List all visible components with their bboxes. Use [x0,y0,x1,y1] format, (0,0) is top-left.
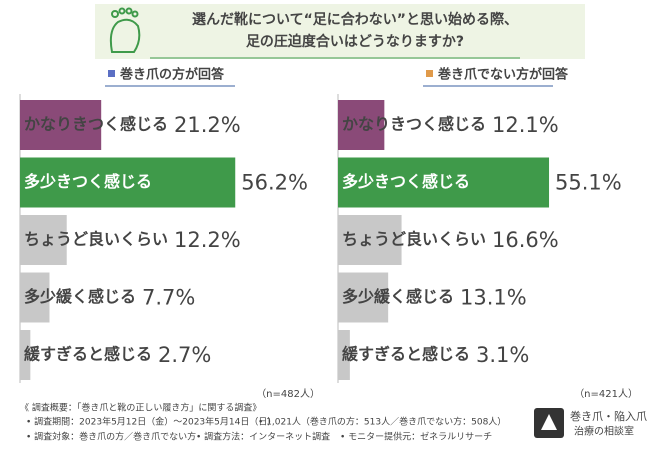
footer-item: • 調査方法：インターネット調査 [196,431,330,443]
category-label: かなりきつく感じる [24,115,168,134]
value-label: 13.1% [460,286,527,310]
logo-text: 治療の相談室 [574,425,634,438]
title-box [95,4,585,59]
bar [338,330,350,380]
sample-note: （n=482人） [256,388,320,400]
bar [20,157,236,208]
category-label: 緩すぎると感じる [24,345,152,364]
legend-marker [108,70,115,77]
value-label: 12.2% [174,228,241,252]
category-label: 多少きつく感じる [342,172,470,191]
value-label: 16.6% [492,228,559,252]
footer-item: • 調査期間：2023年5月12日（金）～2023年5月14日（日） [26,416,276,428]
value-label: 55.1% [555,171,622,195]
value-label: 12.1% [492,113,559,137]
panel-title: 巻き爪でない方が回答 [437,67,569,83]
foot-icon [109,7,141,53]
value-label: 3.1% [476,343,529,367]
footer-heading: 《 調査概要：「巻き爪と靴の正しい履き方」に関する調査》 [20,402,261,414]
sample-note: （n=421人） [574,388,638,400]
logo-text: 巻き爪・陥入爪 [570,409,647,423]
footer-item: • 1,021人（巻き爪の方：513人／巻き爪でない方：508人） [258,416,506,428]
category-label: かなりきつく感じる [342,115,486,134]
category-label: 多少緩く感じる [24,287,136,306]
category-label: 緩すぎると感じる [342,345,470,364]
bar [338,100,385,150]
bar [338,157,550,208]
value-label: 7.7% [142,286,195,310]
logo-glyph [541,414,557,430]
bar [338,215,402,265]
value-label: 21.2% [174,113,241,137]
bar [20,100,102,150]
footer-item: • モニター提供元：ゼネラルリサーチ [340,431,492,443]
title-line: 選んだ靴について“足に合わない”と思い始める際、 [192,11,518,28]
footer-item: • 調査対象：巻き爪の方／巻き爪でない方 [26,431,196,443]
bar [20,330,31,380]
bar [338,272,389,323]
category-label: 多少緩く感じる [342,287,454,306]
value-label: 2.7% [158,343,211,367]
panel-title: 巻き爪の方が回答 [119,67,225,83]
bar [20,215,67,265]
bar [20,272,50,323]
legend-marker [426,70,433,77]
category-label: ちょうど良いくらい [24,230,168,249]
title-line: 足の圧迫度合いはどうなりますか? [246,33,464,50]
category-label: 多少きつく感じる [24,172,152,191]
value-label: 56.2% [241,171,308,195]
category-label: ちょうど良いくらい [342,230,486,249]
